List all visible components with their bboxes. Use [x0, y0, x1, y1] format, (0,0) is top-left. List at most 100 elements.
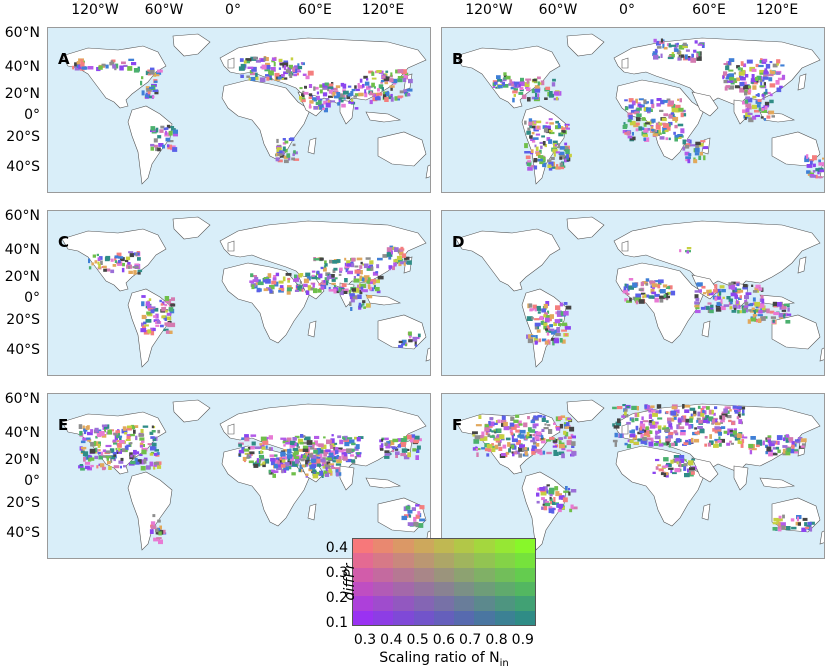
data-cell	[707, 308, 711, 313]
data-cell	[738, 297, 742, 300]
data-cell	[552, 439, 558, 443]
data-cell	[643, 99, 647, 104]
data-cell	[314, 448, 318, 452]
data-cell	[548, 490, 555, 495]
data-cell	[298, 285, 303, 289]
data-cell	[555, 96, 559, 101]
data-cell	[338, 287, 341, 293]
data-cell	[161, 315, 166, 319]
data-cell	[531, 419, 535, 422]
legend-cell	[373, 553, 394, 569]
data-cell	[778, 515, 782, 519]
data-cell	[306, 456, 309, 460]
data-cell	[537, 81, 540, 86]
data-cell	[123, 465, 126, 468]
data-cell	[366, 78, 369, 81]
data-cell	[673, 409, 680, 414]
data-cell	[156, 319, 160, 324]
data-cell	[505, 451, 510, 455]
data-cell	[651, 283, 658, 288]
data-cell	[340, 290, 344, 296]
data-cell	[98, 455, 103, 460]
data-cell	[659, 299, 664, 303]
data-cell	[501, 81, 505, 86]
data-cell	[729, 430, 734, 433]
data-cell	[630, 109, 637, 113]
data-cell	[641, 118, 646, 121]
data-cell	[550, 157, 555, 160]
data-cell	[702, 292, 707, 295]
data-cell	[569, 508, 573, 513]
data-cell	[149, 461, 154, 467]
data-cell	[642, 436, 647, 441]
data-cell	[744, 91, 748, 96]
data-cell	[143, 330, 150, 335]
data-cell	[557, 509, 562, 513]
data-cell	[651, 291, 657, 295]
data-cell	[776, 520, 779, 525]
data-cell	[239, 58, 244, 62]
data-cell	[147, 329, 152, 334]
data-cell	[391, 250, 393, 255]
data-cell	[370, 279, 376, 282]
legend-cell	[474, 567, 496, 583]
data-cell	[300, 458, 305, 462]
data-cell	[631, 132, 634, 136]
data-cell	[311, 275, 317, 280]
data-cell	[102, 265, 107, 269]
data-cell	[113, 453, 117, 457]
data-cell	[694, 40, 698, 44]
data-cell	[380, 448, 384, 451]
data-cell	[531, 445, 537, 449]
data-cell	[561, 506, 565, 510]
data-cell	[684, 151, 690, 156]
data-cell	[536, 443, 540, 447]
data-cell	[283, 71, 289, 75]
data-cell	[306, 440, 313, 445]
data-cell	[678, 54, 681, 59]
data-cell	[734, 435, 741, 441]
data-cell	[503, 77, 507, 80]
data-cell	[726, 296, 731, 300]
data-cell	[398, 76, 404, 79]
data-cell	[673, 430, 678, 434]
data-cell	[744, 115, 747, 120]
data-cell	[347, 85, 352, 88]
legend-cell	[413, 539, 435, 554]
data-cell	[158, 143, 164, 147]
data-cell	[344, 288, 349, 293]
data-cell	[100, 451, 104, 457]
data-cell	[340, 99, 344, 103]
data-cell	[113, 465, 120, 469]
data-cell	[726, 74, 731, 78]
data-cell	[532, 137, 539, 140]
data-cell	[527, 338, 533, 344]
data-cell	[548, 161, 554, 166]
data-cell	[755, 100, 762, 104]
data-cell	[721, 413, 728, 417]
data-cell	[389, 85, 395, 88]
data-cell	[500, 453, 507, 456]
data-cell	[736, 283, 740, 287]
data-cell	[685, 421, 689, 426]
data-cell	[728, 85, 734, 90]
data-cell	[539, 141, 544, 144]
data-cell	[511, 425, 517, 430]
data-cell	[141, 301, 145, 307]
data-cell	[563, 302, 568, 305]
data-cell	[785, 434, 789, 438]
data-cell	[158, 539, 163, 545]
data-cell	[554, 486, 559, 491]
data-cell	[97, 449, 101, 452]
data-cell	[349, 293, 355, 297]
data-cell	[734, 287, 737, 292]
data-cell	[283, 466, 290, 471]
data-cell	[319, 105, 324, 110]
data-cell	[98, 463, 101, 466]
data-cell	[652, 471, 656, 474]
latitude-label: 60°N	[4, 208, 40, 224]
data-cell	[725, 77, 730, 80]
data-cell	[549, 487, 555, 493]
data-cell	[407, 452, 411, 458]
data-cell	[764, 68, 768, 72]
